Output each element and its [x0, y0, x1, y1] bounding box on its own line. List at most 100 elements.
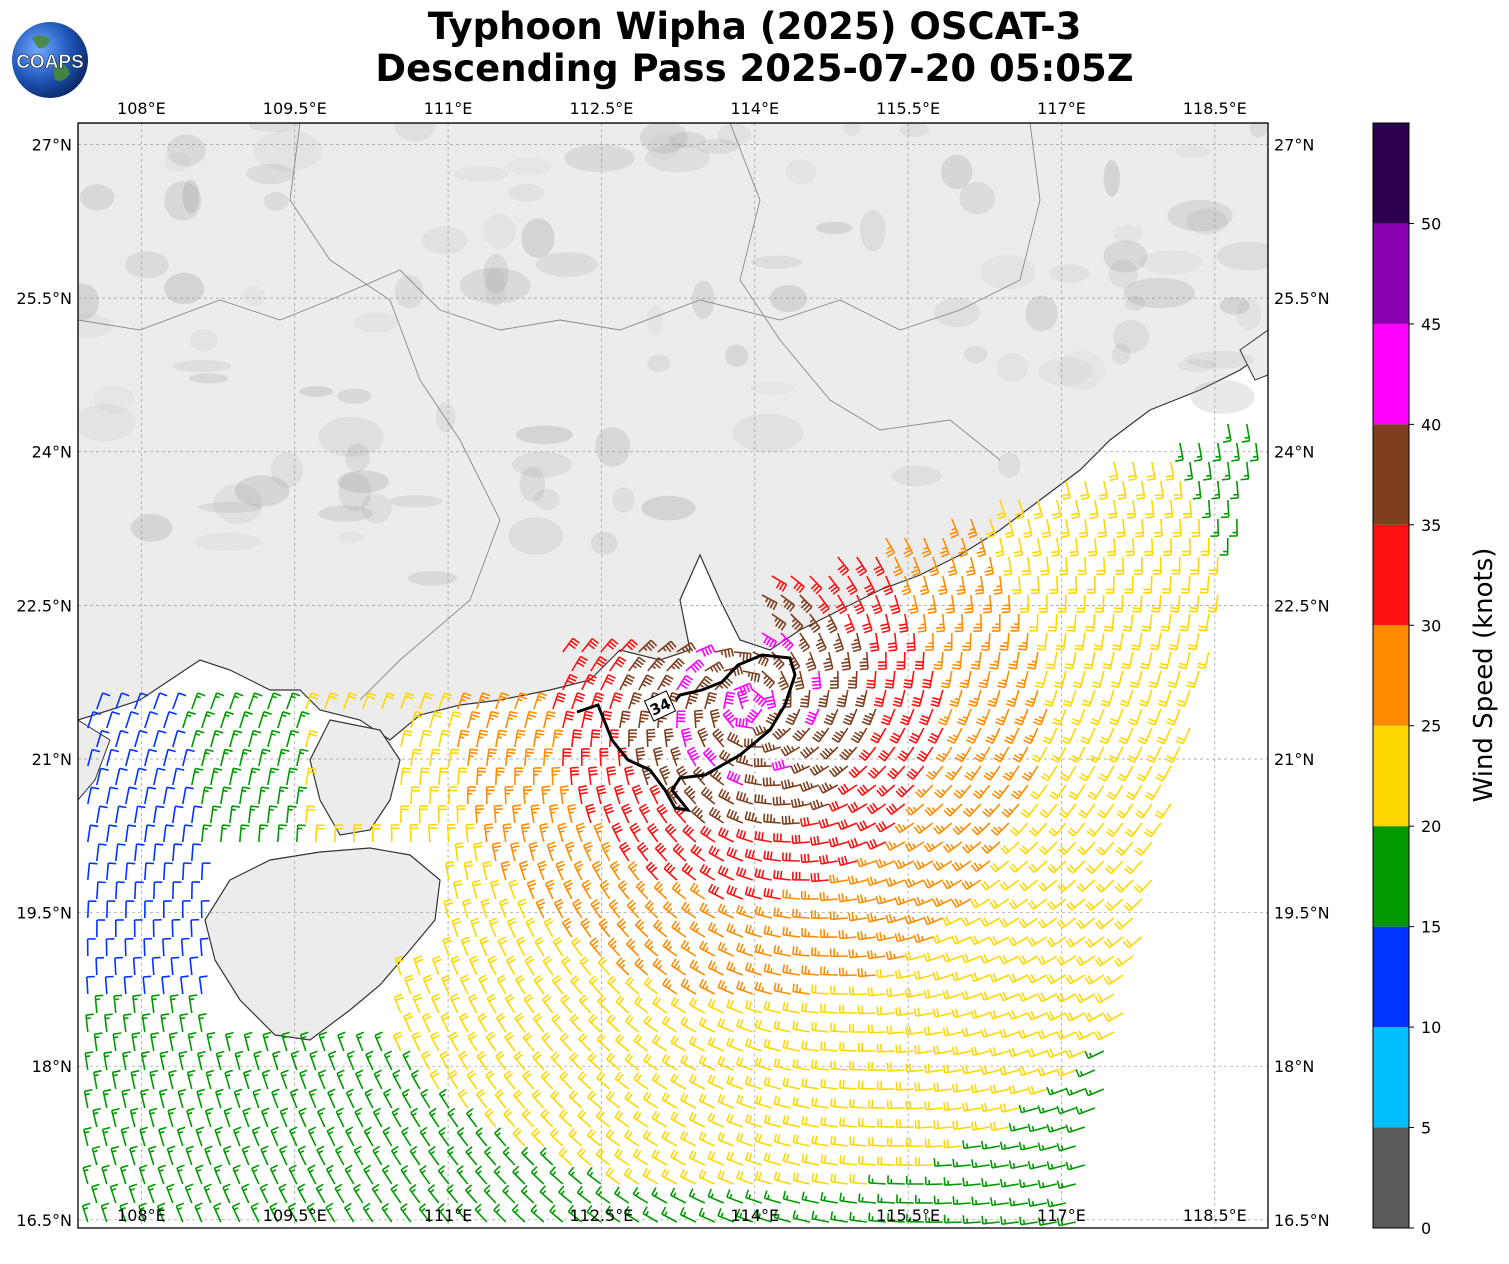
wind-barb	[197, 1013, 207, 1033]
wind-barb	[681, 901, 697, 919]
wind-barb	[1066, 613, 1077, 632]
wind-barb	[1231, 442, 1240, 462]
wind-barb	[1057, 594, 1067, 613]
wind-barb	[717, 1055, 735, 1071]
wind-barb	[1084, 1050, 1105, 1060]
wind-barb	[671, 920, 687, 938]
wind-barb	[628, 692, 642, 710]
wind-barb	[271, 1088, 280, 1109]
wind-barb	[1116, 803, 1134, 819]
wind-barb	[736, 942, 754, 957]
wind-barb	[120, 1126, 130, 1147]
wind-barb	[345, 1088, 355, 1109]
wind-barb	[474, 1203, 488, 1223]
wind-barb	[772, 796, 791, 806]
wind-barb	[811, 1210, 829, 1223]
wind-barb	[178, 1050, 188, 1071]
wind-barb	[982, 594, 992, 614]
wind-barb	[1105, 575, 1115, 594]
wind-barb	[546, 841, 557, 862]
wind-barb	[1070, 499, 1081, 520]
wind-barb	[1133, 556, 1143, 575]
wind-barb	[1018, 1029, 1039, 1039]
wind-barb	[906, 765, 925, 780]
wind-barb	[483, 1184, 497, 1204]
wind-barb	[104, 1013, 113, 1033]
wind-barb	[258, 824, 269, 843]
wind-barb	[140, 1088, 149, 1109]
wind-barb	[688, 1188, 706, 1204]
wind-barb	[624, 1129, 640, 1147]
wind-barb	[159, 1050, 169, 1071]
wind-barb	[153, 805, 165, 824]
wind-barb	[1013, 537, 1024, 558]
wind-barb	[215, 1050, 225, 1071]
wind-barb	[269, 1202, 279, 1223]
wind-barb	[482, 860, 492, 881]
wind-barb	[958, 537, 968, 558]
wind-barb	[467, 993, 478, 1014]
wind-barb	[168, 1032, 178, 1052]
wind-barb	[539, 822, 549, 843]
wind-barb	[866, 876, 887, 887]
wind-barb	[726, 884, 744, 900]
wind-barb	[1023, 727, 1039, 745]
wind-barb	[551, 766, 561, 786]
wind-barb	[286, 767, 298, 786]
wind-barb	[261, 1069, 271, 1090]
wind-barb	[588, 1013, 602, 1033]
wind-barb	[999, 991, 1020, 1002]
wind-barb	[779, 632, 794, 652]
wind-barb	[1069, 537, 1079, 557]
wind-barb	[232, 1164, 241, 1185]
wind-barb	[799, 689, 811, 708]
wind-barb	[1088, 746, 1105, 763]
lon-tick-label-bottom: 118.5°E	[1183, 1206, 1247, 1225]
wind-barb	[324, 692, 339, 710]
lon-tick-label-bottom: 111°E	[424, 1206, 473, 1225]
wind-barb	[1085, 613, 1096, 632]
wind-barb	[1065, 936, 1086, 948]
wind-barb	[1087, 784, 1105, 800]
wind-barb	[952, 1158, 971, 1168]
wind-barb	[923, 1026, 943, 1036]
colorbar-tick-label: 20	[1421, 817, 1441, 836]
wind-barb	[467, 786, 477, 805]
wind-barb	[866, 802, 887, 815]
wind-barb	[876, 1043, 895, 1053]
wind-barb	[633, 995, 649, 1014]
wind-barb	[134, 729, 148, 748]
wind-barb	[644, 938, 659, 957]
wind-barb	[1140, 651, 1153, 670]
wind-barb	[661, 1053, 678, 1071]
wind-barb	[1154, 480, 1165, 500]
wind-barb	[908, 727, 925, 744]
wind-barb	[596, 1033, 611, 1052]
wind-barb	[875, 858, 896, 869]
wind-barb	[336, 1069, 345, 1090]
lat-tick-label-right: 24°N	[1274, 443, 1314, 462]
wind-barb	[437, 1165, 450, 1185]
wind-barb	[820, 1116, 838, 1128]
wind-barb	[540, 1070, 554, 1090]
wind-barb	[315, 1183, 326, 1204]
wind-barb	[586, 1128, 602, 1147]
wind-barb	[96, 919, 106, 938]
wind-barb	[1058, 803, 1077, 819]
wind-barb	[688, 1150, 706, 1166]
wind-barb	[962, 803, 982, 817]
wind-barb	[558, 1109, 573, 1128]
wind-barb	[495, 692, 510, 710]
wind-barb	[1186, 670, 1200, 689]
wind-barb	[971, 822, 991, 836]
wind-barb	[559, 785, 570, 805]
wind-barb	[1095, 879, 1115, 893]
wind-barb	[456, 1165, 469, 1185]
wind-barb	[773, 982, 791, 995]
wind-barb	[201, 862, 211, 881]
wind-barb	[1199, 575, 1210, 594]
wind-barb	[309, 1050, 318, 1071]
wind-barb	[555, 860, 566, 881]
wind-barb	[420, 1088, 431, 1109]
wind-barb	[837, 819, 858, 831]
